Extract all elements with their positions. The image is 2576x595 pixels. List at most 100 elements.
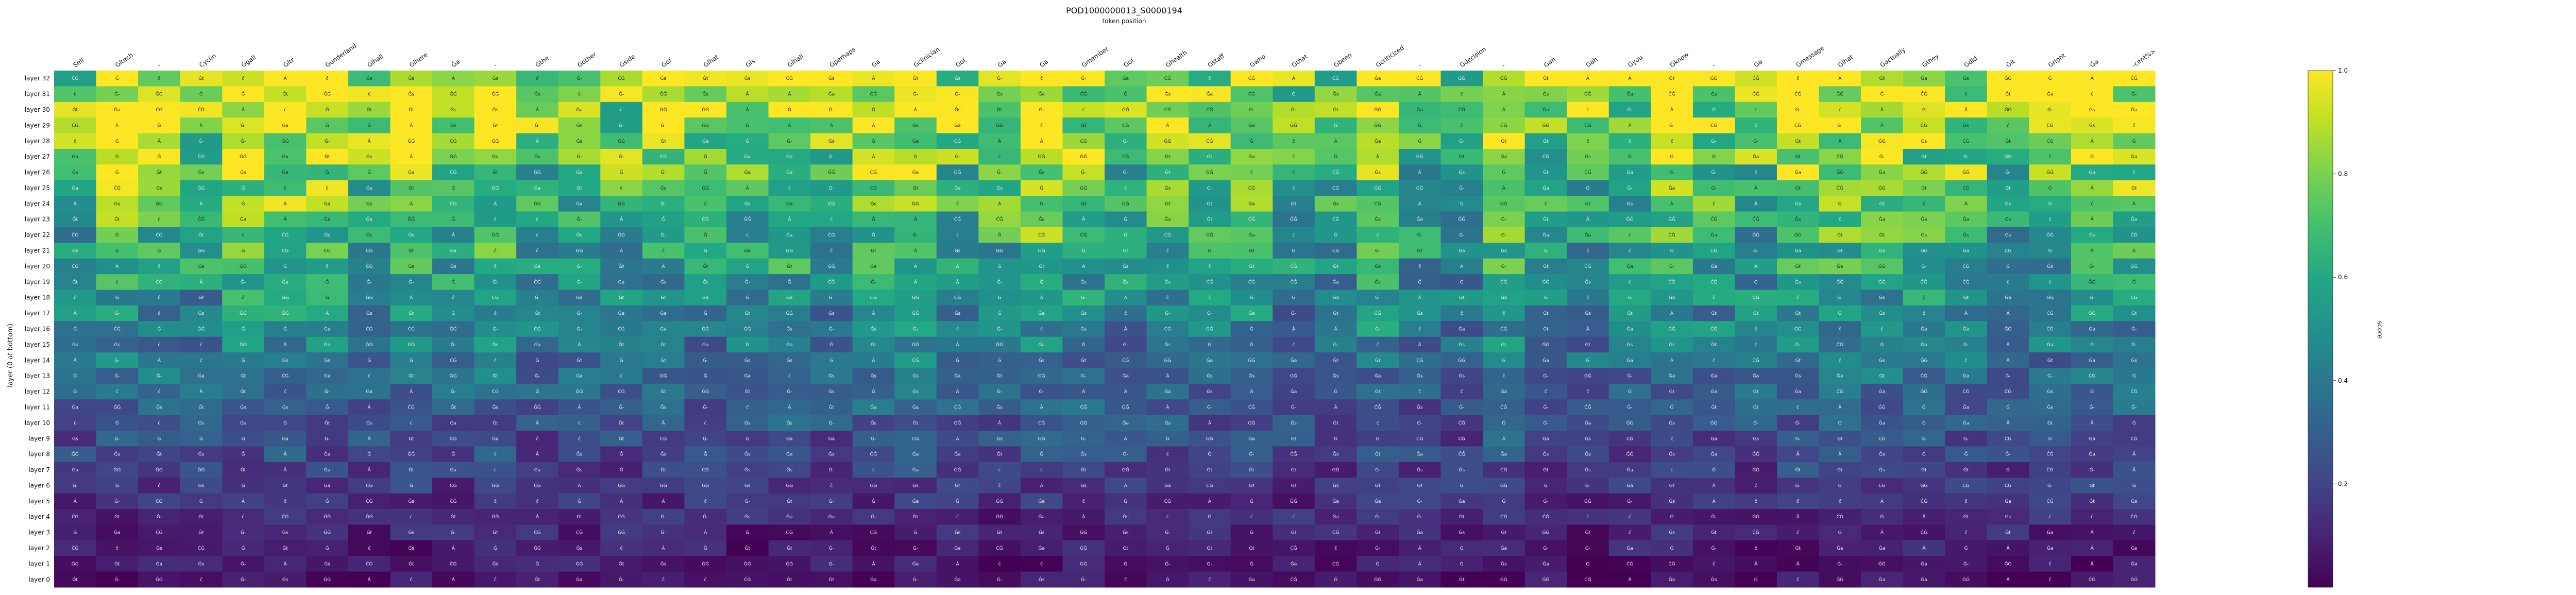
heatmap-cell <box>936 258 979 275</box>
heatmap-cell <box>2071 258 2113 275</box>
heatmap-cell <box>1357 243 1399 259</box>
heatmap-cell <box>1524 164 1567 181</box>
heatmap-cell <box>1692 399 1735 416</box>
heatmap-cell <box>264 305 307 321</box>
heatmap-cell <box>978 86 1021 103</box>
heatmap-cell <box>558 290 601 306</box>
x-tick-label: Gclinician <box>912 45 941 69</box>
cell-token-label: ĠĠ <box>576 561 583 567</box>
cell-token-label: Ġ <box>326 123 329 128</box>
cell-token-label: Â <box>368 467 371 473</box>
cell-token-label: ĊĠ <box>1837 185 1843 191</box>
cell-token-label: ĉ <box>326 76 329 81</box>
cell-token-label: Ġa <box>870 577 877 583</box>
heatmap-cell <box>978 446 1021 463</box>
cell-token-label: ĠĠ <box>1878 279 1886 285</box>
cell-token-label: ĉ <box>1377 232 1379 238</box>
heatmap-cell <box>516 243 559 259</box>
heatmap-cell <box>264 509 307 525</box>
heatmap-cell <box>1567 462 1609 478</box>
heatmap-cell <box>264 148 307 165</box>
heatmap-cell <box>1440 415 1483 431</box>
heatmap-cell <box>2113 556 2156 572</box>
cell-token-label: ĊĠ <box>1710 327 1717 332</box>
heatmap-cell <box>264 133 307 149</box>
cell-token-label: ĠĠ <box>702 123 709 128</box>
cell-token-label: Â <box>620 216 623 223</box>
cell-token-label: ĉ <box>1082 499 1085 504</box>
cell-token-label: ĉ <box>116 389 118 395</box>
cell-token-label: Ġ <box>367 358 371 363</box>
heatmap-cell <box>1440 305 1483 321</box>
heatmap-cell <box>2029 368 2072 384</box>
heatmap-cell <box>1524 196 1567 212</box>
heatmap-cell <box>936 71 979 87</box>
cell-token-label: Â <box>410 200 413 207</box>
heatmap-cell <box>1062 431 1105 447</box>
heatmap-cell <box>264 258 307 275</box>
cell-token-label: Ġ <box>1460 546 1464 551</box>
heatmap-cell <box>2071 101 2113 118</box>
cell-token-label: Ġ <box>242 483 245 488</box>
cell-token-label: ĠĠ <box>1500 483 1507 488</box>
heatmap-cell <box>726 258 769 275</box>
cell-token-label: Â <box>536 107 539 113</box>
cell-token-label: Â <box>2091 216 2094 223</box>
cell-token-label: ĉ <box>1208 295 1211 301</box>
cell-token-label: ĉ <box>830 217 833 223</box>
cell-token-label: Ġa <box>786 232 793 238</box>
heatmap-cell <box>516 399 559 416</box>
heatmap-cell <box>516 368 559 384</box>
heatmap-cell <box>96 352 139 368</box>
cell-token-label: Ġ- <box>619 404 624 410</box>
cell-token-label: ĠĠ <box>1038 436 1045 441</box>
cell-token-label: Ġa <box>2131 561 2138 567</box>
cell-token-label: Ġs <box>1963 76 1969 81</box>
cell-token-label: ĉ <box>620 546 623 551</box>
heatmap-cell <box>852 368 895 384</box>
heatmap-cell <box>1020 336 1063 353</box>
heatmap-cell <box>1819 493 1861 509</box>
heatmap-cell <box>768 71 811 87</box>
heatmap-cell <box>1146 117 1189 134</box>
cell-token-label: ĊĠ <box>2046 327 2053 332</box>
heatmap-cell <box>54 462 97 478</box>
cell-token-label: ĉ <box>2049 217 2052 223</box>
cell-token-label: Ġ <box>1586 561 1589 567</box>
cell-token-label: Ġ- <box>1627 499 1632 504</box>
heatmap-cell <box>2071 431 2113 447</box>
cell-token-label: Ġt <box>1837 232 1843 238</box>
cell-token-label: ĠĠ <box>744 327 751 332</box>
cell-token-label: Ġt <box>73 279 78 285</box>
heatmap-cell <box>558 415 601 431</box>
heatmap-cell <box>516 227 559 243</box>
cell-token-label: Ġ <box>326 404 329 410</box>
heatmap-cell <box>474 462 517 478</box>
cell-token-label: ĊĠ <box>1164 76 1171 81</box>
heatmap-cell <box>1651 462 1693 478</box>
cell-token-label: ĉ <box>1461 311 1463 316</box>
cell-token-label: Ġ- <box>1417 514 1422 520</box>
heatmap-cell <box>516 133 559 149</box>
heatmap-cell <box>1861 509 1904 525</box>
heatmap-cell <box>726 148 769 165</box>
cell-token-label: Ġs <box>198 561 205 567</box>
cell-token-label: Ġa <box>1459 327 1465 332</box>
cell-token-label: Ġt <box>871 546 876 551</box>
heatmap-cell <box>936 180 979 196</box>
heatmap-cell <box>1903 133 1945 149</box>
heatmap-cell <box>390 383 433 400</box>
heatmap-cell <box>558 133 601 149</box>
heatmap-cell <box>1273 101 1315 118</box>
cell-token-label: Ġ <box>115 154 119 160</box>
heatmap-cell <box>1945 431 1988 447</box>
cell-token-label: Ġs <box>1039 530 1045 536</box>
heatmap-cell <box>1861 101 1904 118</box>
heatmap-cell <box>600 180 643 196</box>
cell-token-label: Ġ <box>1460 561 1464 567</box>
cell-token-label: Ġ- <box>955 154 960 160</box>
cell-token-label: ĊĠ <box>1962 185 1969 191</box>
heatmap-cell <box>1735 383 1777 400</box>
cell-token-label: ĠĠ <box>1500 577 1507 583</box>
